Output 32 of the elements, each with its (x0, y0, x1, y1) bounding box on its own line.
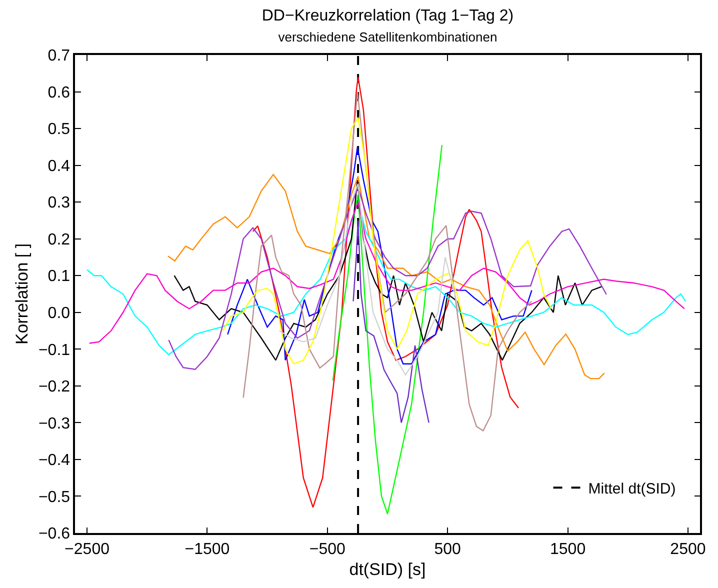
y-tick-label: 0.3 (48, 194, 70, 212)
y-tick-label: 0.2 (48, 231, 70, 248)
line-series (227, 146, 532, 364)
y-axis-title: Korrelation [ ] (12, 243, 32, 345)
y-tick-label: −0.5 (38, 488, 70, 506)
chart-title: DD−Kreuzkorrelation (Tag 1−Tag 2) (262, 8, 514, 25)
y-tick-label: 0.0 (48, 304, 70, 322)
y-tick-label: 0.5 (48, 121, 70, 138)
y-tick-label: 0.1 (48, 268, 70, 286)
line-series (352, 220, 430, 424)
line-series (242, 91, 532, 432)
y-tick-label: 0.6 (48, 84, 70, 102)
chart-subtitle: verschiedene Satellitenkombinationen (278, 29, 498, 44)
line-series (332, 144, 443, 514)
y-tick-label: 0.4 (48, 158, 70, 175)
x-tick-label: 1500 (550, 540, 586, 558)
y-tick-label: −0.4 (38, 452, 70, 470)
ref-line-label: Mittel dt(SID) (588, 480, 676, 498)
y-tick-label: −0.1 (38, 342, 70, 359)
x-tick-label: −500 (309, 540, 346, 558)
y-tick-label: −0.3 (38, 415, 70, 432)
line-series (222, 116, 552, 364)
y-tick-label: −0.2 (38, 378, 70, 396)
y-tick-label: −0.6 (38, 526, 70, 543)
y-tick-label: 0.7 (48, 48, 70, 65)
line-series (278, 183, 460, 376)
line-series (252, 76, 520, 508)
x-tick-label: −2500 (64, 540, 110, 558)
x-axis-title: dt(SID) [s] (349, 560, 426, 579)
x-tick-label: 500 (434, 540, 462, 558)
x-tick-label: 2500 (670, 540, 706, 558)
x-tick-label: −1500 (184, 540, 230, 558)
